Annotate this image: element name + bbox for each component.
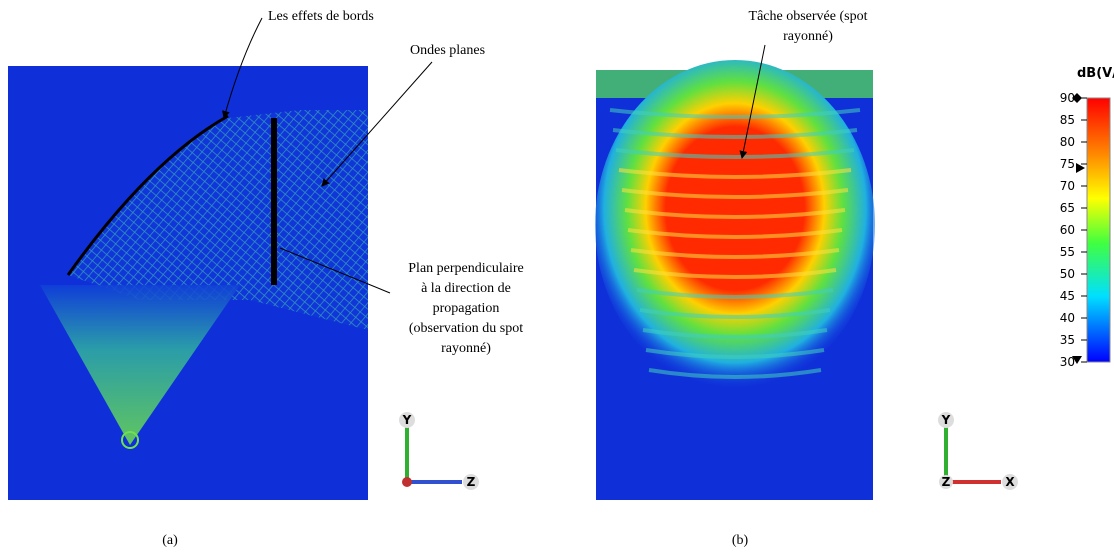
wave-band: [624, 208, 846, 219]
marker: [1072, 93, 1082, 103]
arrow: [739, 44, 766, 159]
marker: [1072, 356, 1082, 364]
annotation: rayonné): [441, 341, 491, 356]
wave-band: [630, 248, 840, 259]
spot: [595, 60, 875, 390]
tick-label: 90: [1060, 91, 1075, 105]
annotation: propagation: [433, 301, 500, 316]
axis-label: Y: [941, 413, 951, 427]
tick-label: 70: [1060, 179, 1075, 193]
axis-label: Z: [467, 475, 476, 489]
wave-band: [633, 268, 837, 279]
marker: [1076, 163, 1085, 173]
wave-band: [609, 108, 861, 119]
axis-badge: [463, 474, 479, 490]
tick-label: 60: [1060, 223, 1075, 237]
axis-label: Y: [402, 413, 412, 427]
annotation: Les effets de bords: [268, 9, 374, 24]
wave-band: [648, 368, 822, 379]
axis-origin: [402, 477, 412, 487]
wave-cone: [40, 285, 240, 445]
wave-band: [636, 288, 834, 299]
axis-badge: [1002, 474, 1018, 490]
annotation: à la direction de: [421, 281, 511, 296]
wave-band: [612, 128, 858, 139]
tick-label: 35: [1060, 333, 1075, 347]
wave-band: [642, 328, 828, 339]
source: [121, 431, 139, 449]
bands: [609, 108, 861, 379]
annotation: rayonné): [783, 29, 833, 44]
tick-label: 80: [1060, 135, 1075, 149]
colorbar: [1086, 97, 1111, 363]
wave-band: [645, 348, 825, 359]
tick-label: 55: [1060, 245, 1075, 259]
arrow: [222, 17, 263, 119]
axis-label: X: [1005, 475, 1015, 489]
wave-band: [618, 168, 852, 179]
axis-label: Z: [942, 475, 951, 489]
wave-band: [621, 188, 849, 199]
observation-plane: [271, 118, 277, 285]
tick-label: 85: [1060, 113, 1075, 127]
tick-label: 65: [1060, 201, 1075, 215]
wave-mesh: [68, 110, 368, 330]
arrow: [279, 247, 391, 294]
tick-label: 50: [1060, 267, 1075, 281]
annotation: Tâche observée (spot: [749, 9, 868, 24]
tick-label: 30: [1060, 355, 1075, 369]
tick-label: 45: [1060, 289, 1075, 303]
axis-badge: [399, 412, 415, 428]
wave-band: [615, 148, 855, 159]
field-map-a: [8, 66, 368, 500]
axis-badge: [938, 412, 954, 428]
caption: (a): [162, 533, 178, 548]
annotation: Ondes planes: [410, 43, 485, 58]
arrow: [321, 61, 433, 187]
reflector-edge: [66, 114, 229, 276]
wave-band: [627, 228, 843, 239]
wave-band: [639, 308, 831, 319]
annotation: (observation du spot: [409, 321, 523, 336]
caption: (b): [732, 533, 749, 548]
tick-label: 40: [1060, 311, 1075, 325]
annotation: Plan perpendiculaire: [408, 261, 523, 276]
field-map-b: [595, 60, 875, 500]
axis-badge: [939, 475, 953, 489]
colorbar-label: dB(V/m): [1077, 66, 1114, 81]
tick-label: 75: [1060, 157, 1075, 171]
annotations: Les effets de bords Ondes planes: [222, 9, 766, 294]
